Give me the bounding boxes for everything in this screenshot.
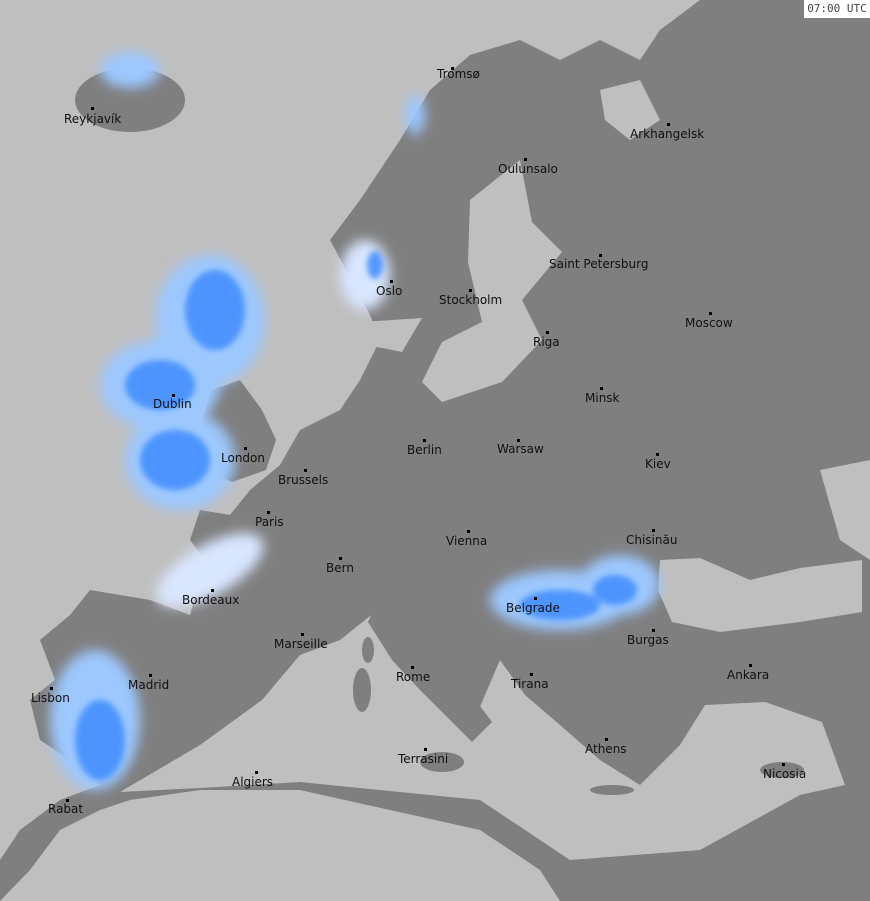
city-label: Terrasini — [398, 752, 449, 766]
timestamp-label: 07:00 UTC — [804, 0, 870, 18]
city-marker — [304, 469, 307, 472]
city-marker — [424, 748, 427, 751]
city-label: Rabat — [48, 802, 84, 816]
city-label: Brussels — [278, 473, 329, 487]
city-label: Tirana — [511, 677, 549, 691]
city-label: Ankara — [727, 668, 770, 682]
city-label: Dublin — [153, 397, 192, 411]
city-marker — [530, 673, 533, 676]
cyprus — [760, 762, 804, 778]
city-marker — [517, 439, 520, 442]
city-label: Lisbon — [31, 691, 70, 705]
italy — [368, 600, 492, 742]
city-label: Reykjavík — [64, 112, 122, 126]
islands — [353, 600, 804, 795]
radar-echoes — [50, 52, 660, 790]
city-label: Bern — [326, 561, 354, 575]
crete — [590, 785, 634, 795]
city-marker — [749, 664, 752, 667]
city-label: Bordeaux — [182, 593, 240, 607]
black-sea — [658, 558, 862, 632]
city-marker — [211, 589, 214, 592]
city-label: Oulunsalo — [498, 162, 558, 176]
sardinia — [353, 668, 371, 712]
city-marker — [656, 453, 659, 456]
city-marker — [467, 530, 470, 533]
city-marker — [469, 289, 472, 292]
city-marker — [652, 529, 655, 532]
city-marker — [600, 387, 603, 390]
city-label: Berlin — [407, 443, 442, 457]
city-marker — [301, 633, 304, 636]
city-marker — [605, 738, 608, 741]
city-marker — [172, 394, 175, 397]
city-label: Chisinău — [626, 533, 678, 547]
city-marker — [423, 439, 426, 442]
city-marker — [339, 557, 342, 560]
iceland — [75, 68, 185, 132]
city-label: Marseille — [274, 637, 328, 651]
city-marker — [255, 771, 258, 774]
city-label: Athens — [585, 742, 627, 756]
city-label: Paris — [255, 515, 284, 529]
city-label: Minsk — [585, 391, 620, 405]
city-marker — [652, 629, 655, 632]
city-label: Moscow — [685, 316, 733, 330]
corsica — [362, 637, 374, 663]
city-marker — [524, 158, 527, 161]
city-marker — [267, 511, 270, 514]
baltic-sea — [422, 160, 562, 402]
city-marker — [451, 67, 454, 70]
city-label: Oslo — [376, 284, 403, 298]
city-marker — [534, 597, 537, 600]
city-marker — [782, 763, 785, 766]
city-label: Warsaw — [497, 442, 544, 456]
city-marker — [390, 280, 393, 283]
skagerrak — [362, 318, 422, 352]
city-label: Burgas — [627, 633, 669, 647]
city-label: Nicosia — [763, 767, 807, 781]
city-label: Saint Petersburg — [549, 257, 649, 271]
city-marker — [667, 123, 670, 126]
city-marker — [546, 331, 549, 334]
mediterranean-sea — [120, 612, 845, 860]
city-label: Arkhangelsk — [630, 127, 705, 141]
sicily — [420, 752, 464, 772]
city-label: Riga — [533, 335, 560, 349]
city-label: Algiers — [232, 775, 274, 789]
city-marker — [244, 447, 247, 450]
city-label: Vienna — [446, 534, 488, 548]
city-marker — [599, 254, 602, 257]
city-marker — [50, 687, 53, 690]
city-marker — [709, 312, 712, 315]
white-sea — [600, 80, 660, 140]
city-label: Tromsø — [437, 67, 480, 81]
city-label: Kiev — [645, 457, 671, 471]
city-label: Rome — [396, 670, 431, 684]
city-label: Belgrade — [506, 601, 560, 615]
city-label: London — [221, 451, 265, 465]
city-label: Stockholm — [439, 293, 503, 307]
seas — [120, 80, 870, 860]
city-marker — [149, 674, 152, 677]
city-marker — [66, 799, 69, 802]
city-label: Madrid — [128, 678, 170, 692]
city-marker — [411, 666, 414, 669]
caspian-edge — [820, 460, 870, 560]
city-marker — [91, 107, 94, 110]
